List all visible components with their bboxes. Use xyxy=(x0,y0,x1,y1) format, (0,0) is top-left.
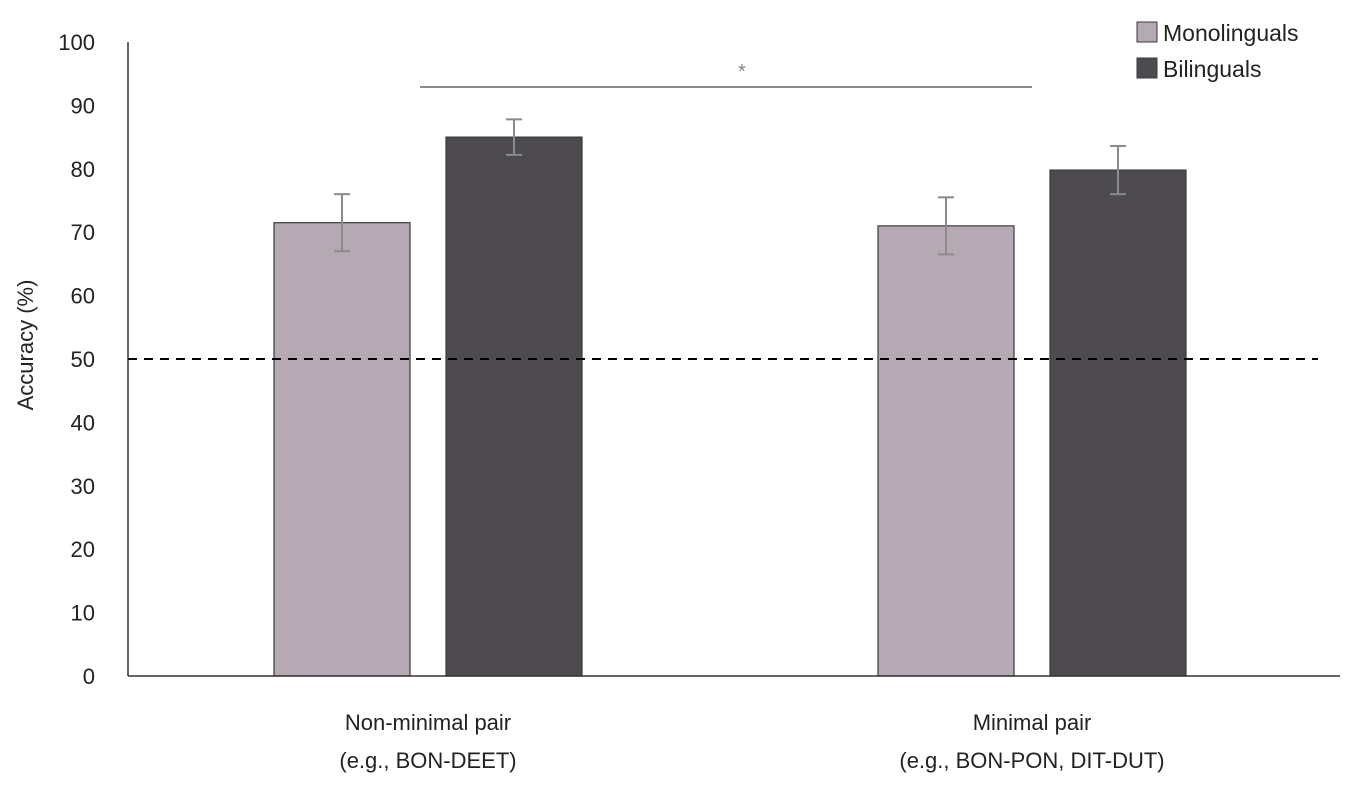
significance-annotation: * xyxy=(420,61,1032,88)
x-category-label-line: (e.g., BON-PON, DIT-DUT) xyxy=(899,748,1164,773)
bar-bilinguals-0 xyxy=(445,136,583,677)
legend-swatch-monolinguals xyxy=(1136,21,1158,43)
y-axis-title: Accuracy (%) xyxy=(13,280,38,411)
x-category-label-line: (e.g., BON-DEET) xyxy=(339,748,516,773)
bar-bilinguals-1 xyxy=(1049,169,1187,677)
legend-label-bilinguals: Bilinguals xyxy=(1163,56,1261,82)
y-tick-label: 40 xyxy=(71,410,95,435)
y-tick-label: 10 xyxy=(71,601,95,626)
category-labels: Non-minimal pair (e.g., BON-DEET) Minimal … xyxy=(339,710,1164,773)
y-tick-label: 60 xyxy=(71,284,95,309)
y-tick-label: 90 xyxy=(71,93,95,118)
y-tick-label: 70 xyxy=(71,220,95,245)
y-axis: 0 10 20 30 40 50 60 70 80 90 100 xyxy=(58,30,129,689)
bar-monolinguals-0 xyxy=(273,222,411,677)
x-category-label-line: Minimal pair xyxy=(973,710,1092,735)
legend-label-monolinguals: Monolinguals xyxy=(1163,20,1299,46)
x-category-label: Non-minimal pair (e.g., BON-DEET) xyxy=(339,710,516,773)
bar-monolinguals-1 xyxy=(877,225,1015,677)
significance-star: * xyxy=(738,61,746,83)
y-tick-label: 0 xyxy=(83,664,95,689)
legend: Monolinguals Bilinguals xyxy=(1136,20,1299,82)
y-tick-label: 20 xyxy=(71,537,95,562)
legend-swatch-bilinguals xyxy=(1136,57,1158,79)
y-tick-label: 80 xyxy=(71,157,95,182)
y-tick-label: 100 xyxy=(58,30,95,55)
bars-group xyxy=(273,136,1187,677)
y-tick-label: 50 xyxy=(71,347,95,372)
error-bars-group xyxy=(334,118,1126,256)
x-category-label: Minimal pair (e.g., BON-PON, DIT-DUT) xyxy=(899,710,1164,773)
x-category-label-line: Non-minimal pair xyxy=(345,710,511,735)
y-tick-label: 30 xyxy=(71,474,95,499)
